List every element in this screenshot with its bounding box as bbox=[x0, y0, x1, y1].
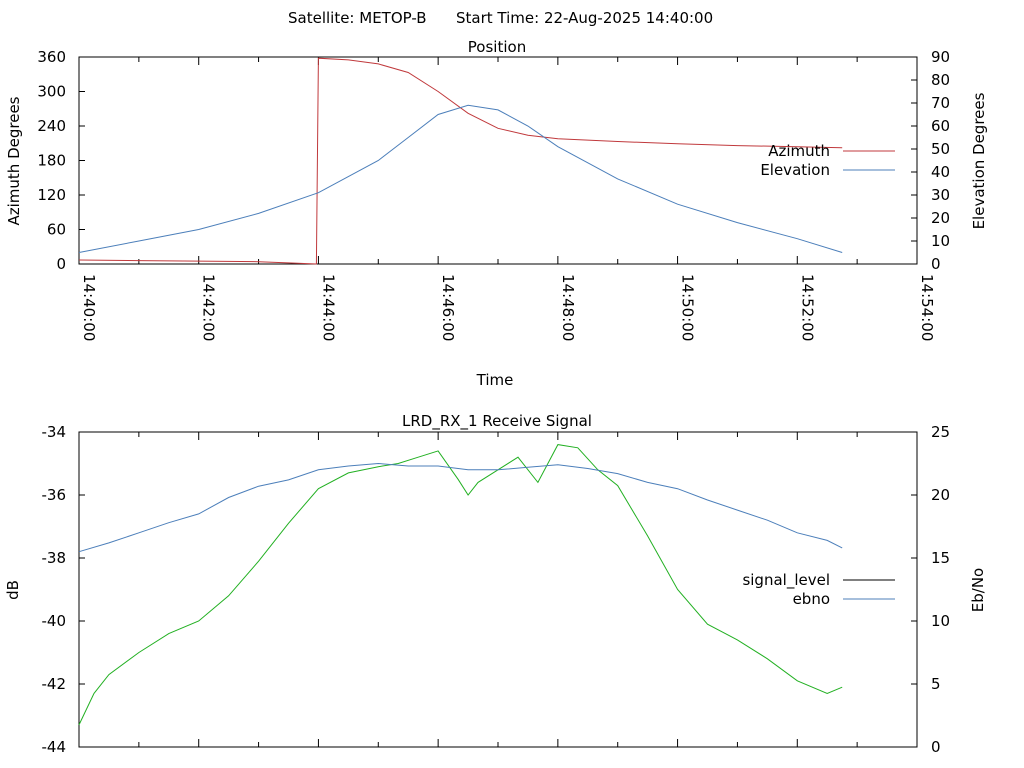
position-y2-tick-label: 90 bbox=[931, 48, 950, 66]
position-y-tick-label: 60 bbox=[47, 221, 66, 239]
position-y2-tick-label: 80 bbox=[931, 71, 950, 89]
receive-signal-y-tick-label: -36 bbox=[42, 486, 67, 504]
position-x-tick-label: 14:50:00 bbox=[679, 274, 697, 341]
position-y-tick-label: 120 bbox=[37, 186, 66, 204]
position-x-tick-label: 14:52:00 bbox=[798, 274, 816, 341]
receive-signal-y2-tick-label: 0 bbox=[931, 738, 941, 756]
legend-elevation-label: Elevation bbox=[760, 161, 830, 179]
receive-signal-chart: LRD_RX_1 Receive Signal -44 -42 -40 -38 -36 -… bbox=[4, 412, 987, 756]
legend-signal-level-label: signal_level bbox=[742, 571, 830, 590]
receive-signal-plot-frame bbox=[78, 431, 918, 748]
receive-signal-y2-axis-label: Eb/No bbox=[969, 568, 987, 612]
position-y-axis-label: Azimuth Degrees bbox=[5, 96, 23, 225]
series-elevation-line bbox=[78, 104, 843, 253]
position-x-tick-label: 14:42:00 bbox=[200, 274, 218, 341]
satellite-label: Satellite: METOP-B bbox=[288, 9, 427, 27]
position-chart: Position 0 60 120 180 240 300 360 0 10 20 30 40 50 60… bbox=[5, 38, 988, 389]
position-y2-tick-label: 0 bbox=[931, 255, 941, 273]
receive-signal-y-tick-label: -42 bbox=[42, 675, 67, 693]
position-y2-axis-label: Elevation Degrees bbox=[970, 92, 988, 229]
receive-signal-legend: signal_level ebno bbox=[742, 571, 895, 608]
position-x-axis-label: Time bbox=[476, 371, 514, 389]
receive-signal-title: LRD_RX_1 Receive Signal bbox=[402, 412, 592, 431]
series-azimuth-line bbox=[78, 57, 843, 265]
receive-signal-y2-tick-label: 15 bbox=[931, 549, 950, 567]
receive-signal-y-tick-label: -34 bbox=[42, 423, 67, 441]
position-y2-tick-label: 70 bbox=[931, 94, 950, 112]
position-y2-tick-label: 50 bbox=[931, 140, 950, 158]
receive-signal-y-axis-label: dB bbox=[4, 580, 22, 600]
receive-signal-y-tick-label: -44 bbox=[42, 738, 67, 756]
position-y-tick-label: 180 bbox=[37, 152, 66, 170]
position-y-tick-label: 0 bbox=[56, 255, 66, 273]
position-title: Position bbox=[468, 38, 526, 56]
series-signal-level-line bbox=[78, 444, 843, 726]
position-y2-tick-label: 30 bbox=[931, 186, 950, 204]
receive-signal-y-tick-label: -40 bbox=[42, 612, 67, 630]
position-y2-tick-label: 60 bbox=[931, 117, 950, 135]
legend-azimuth-label: Azimuth bbox=[768, 142, 830, 160]
receive-signal-y2-tick-label: 5 bbox=[931, 675, 941, 693]
series-ebno-line bbox=[78, 462, 843, 553]
position-y2-tick-label: 20 bbox=[931, 209, 950, 227]
legend-ebno-label: ebno bbox=[793, 590, 830, 608]
receive-signal-y-tick-label: -38 bbox=[42, 549, 67, 567]
position-y2-tick-label: 10 bbox=[931, 232, 950, 250]
position-y-tick-label: 360 bbox=[37, 48, 66, 66]
receive-signal-y2-tick-label: 20 bbox=[931, 486, 950, 504]
position-y-tick-label: 300 bbox=[37, 83, 66, 101]
start-time-label: Start Time: 22-Aug-2025 14:40:00 bbox=[456, 9, 713, 27]
position-x-tick-label: 14:48:00 bbox=[559, 274, 577, 341]
position-x-tick-label: 14:44:00 bbox=[319, 274, 337, 341]
position-legend: Azimuth Elevation bbox=[760, 142, 895, 179]
receive-signal-y2-tick-label: 10 bbox=[931, 612, 950, 630]
position-x-tick-label: 14:46:00 bbox=[439, 274, 457, 341]
receive-signal-y2-tick-label: 25 bbox=[931, 423, 950, 441]
position-x-tick-label: 14:40:00 bbox=[80, 274, 98, 341]
position-x-tick-label: 14:54:00 bbox=[918, 274, 936, 341]
position-y-tick-label: 240 bbox=[37, 117, 66, 135]
position-y2-tick-label: 40 bbox=[931, 163, 950, 181]
